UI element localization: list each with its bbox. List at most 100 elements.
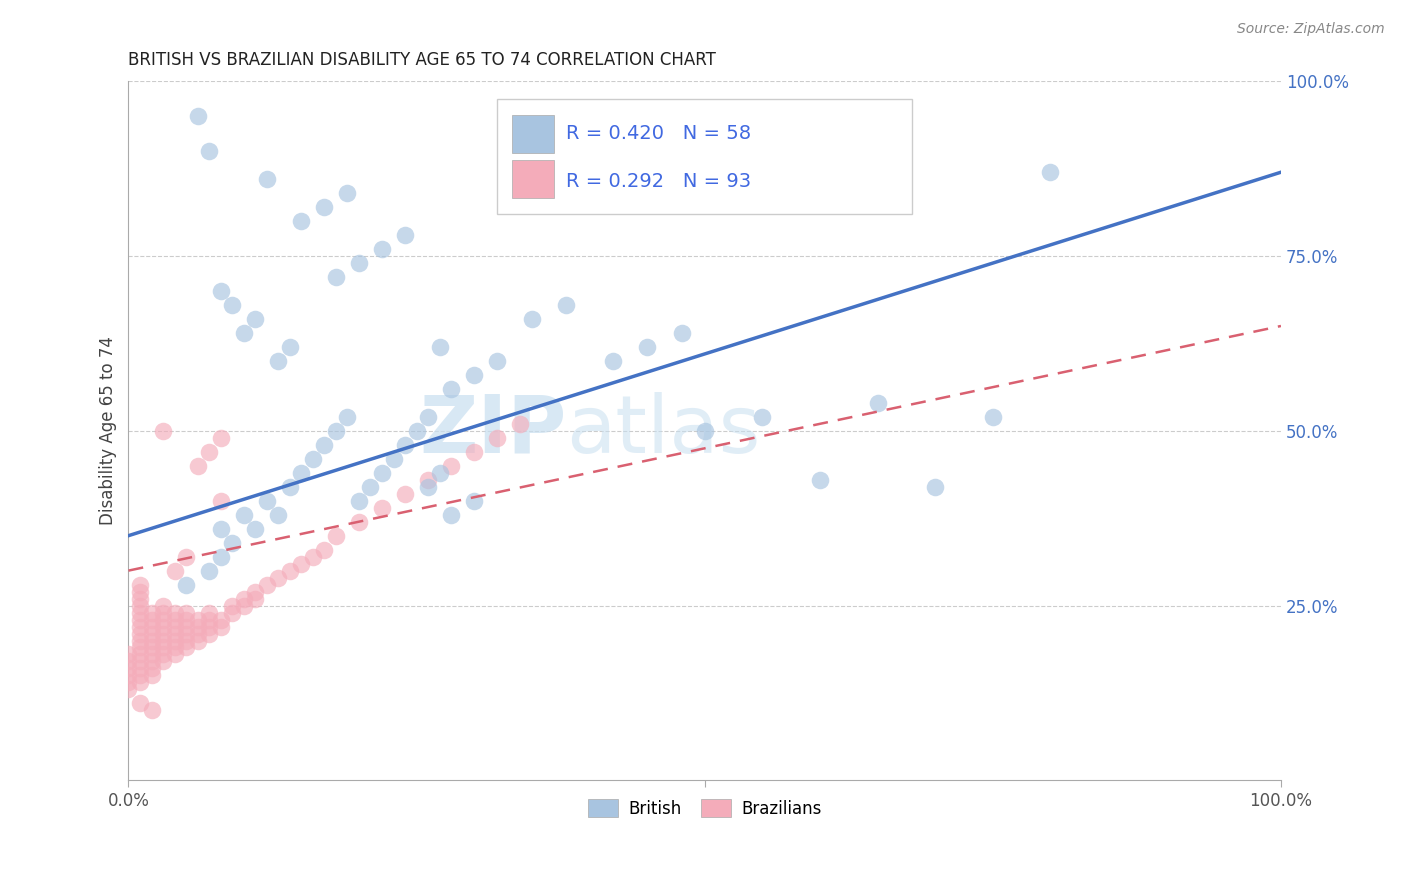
Point (267, 571, 290, 585)
Point (141, 613, 163, 627)
Point (267, 508, 290, 522)
Point (129, 648, 152, 662)
Point (187, 633, 209, 648)
Point (336, 186, 359, 201)
Point (198, 626, 221, 640)
Point (1039, 165, 1062, 179)
Point (866, 396, 889, 410)
Point (209, 431, 232, 445)
Point (198, 145, 221, 159)
Point (129, 661, 152, 675)
Point (141, 640, 163, 655)
Point (163, 633, 186, 648)
Text: atlas: atlas (567, 392, 761, 470)
Point (163, 640, 186, 655)
Point (221, 599, 243, 613)
Point (209, 613, 232, 627)
Point (671, 326, 693, 340)
Point (808, 473, 831, 487)
Point (325, 424, 347, 438)
Point (129, 584, 152, 599)
Point (141, 655, 163, 669)
Point (636, 340, 658, 354)
Point (129, 640, 152, 655)
Legend: British, Brazilians: British, Brazilians (581, 792, 828, 824)
Point (429, 466, 451, 480)
Point (117, 648, 139, 662)
Point (129, 633, 152, 648)
Point (174, 577, 197, 591)
Point (486, 431, 509, 445)
Point (129, 606, 152, 620)
Point (117, 655, 139, 669)
Point (360, 480, 382, 494)
Point (256, 493, 278, 508)
Point (152, 640, 174, 655)
Point (152, 606, 174, 620)
Point (141, 668, 163, 682)
Point (232, 599, 254, 613)
Point (405, 424, 427, 438)
Point (152, 626, 174, 640)
Point (382, 451, 405, 466)
Point (187, 613, 209, 627)
Point (981, 409, 1004, 424)
Point (440, 458, 463, 473)
Text: ZIP: ZIP (419, 392, 567, 470)
Point (198, 606, 221, 620)
FancyBboxPatch shape (512, 161, 554, 198)
Point (463, 493, 485, 508)
Point (232, 508, 254, 522)
Point (198, 613, 221, 627)
Point (314, 438, 336, 452)
Point (394, 487, 416, 501)
Point (751, 409, 773, 424)
Point (221, 606, 243, 620)
Point (129, 626, 152, 640)
Point (187, 626, 209, 640)
Point (256, 577, 278, 591)
Point (163, 626, 186, 640)
Point (174, 640, 197, 655)
Point (314, 200, 336, 214)
Point (924, 480, 946, 494)
Point (174, 613, 197, 627)
Point (141, 633, 163, 648)
Point (117, 668, 139, 682)
Point (347, 515, 370, 529)
Point (232, 326, 254, 340)
Point (290, 557, 312, 571)
Point (152, 599, 174, 613)
Point (290, 214, 312, 228)
Point (152, 633, 174, 648)
Point (278, 480, 301, 494)
Point (117, 682, 139, 697)
Point (347, 256, 370, 270)
Point (152, 613, 174, 627)
Point (129, 668, 152, 682)
Point (209, 493, 232, 508)
Point (256, 172, 278, 186)
Point (440, 508, 463, 522)
Point (429, 340, 451, 354)
Point (129, 619, 152, 633)
Point (152, 424, 174, 438)
Text: R = 0.292   N = 93: R = 0.292 N = 93 (567, 172, 752, 191)
Point (602, 354, 624, 368)
Point (267, 354, 290, 368)
Point (520, 312, 543, 326)
Point (129, 675, 152, 690)
Point (141, 661, 163, 675)
Point (129, 655, 152, 669)
Point (163, 564, 186, 578)
Point (245, 312, 267, 326)
Point (174, 626, 197, 640)
Text: BRITISH VS BRAZILIAN DISABILITY AGE 65 TO 74 CORRELATION CHART: BRITISH VS BRAZILIAN DISABILITY AGE 65 T… (128, 51, 716, 69)
Point (509, 417, 531, 431)
Point (117, 661, 139, 675)
Point (141, 648, 163, 662)
Point (187, 458, 209, 473)
Y-axis label: Disability Age 65 to 74: Disability Age 65 to 74 (100, 336, 117, 525)
Point (163, 606, 186, 620)
Point (198, 564, 221, 578)
